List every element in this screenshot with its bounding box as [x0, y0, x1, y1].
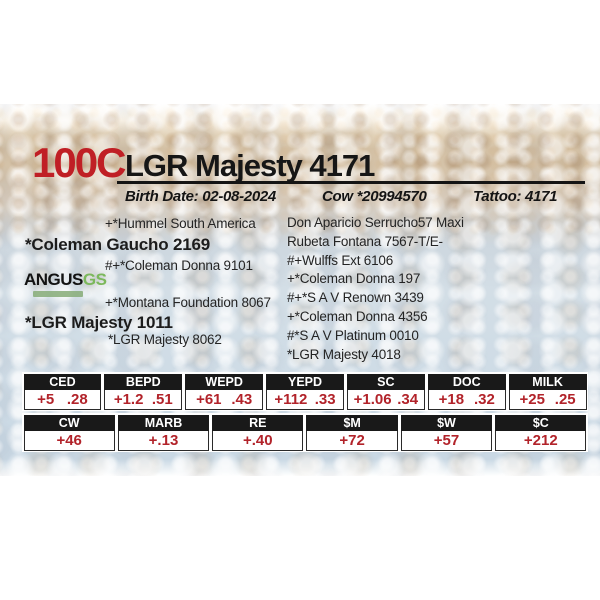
epd-accuracy: .25 — [554, 390, 576, 408]
pedigree-line: *LGR Majesty 4018 — [287, 346, 401, 362]
tattoo-label: Tattoo: 4171 — [473, 188, 558, 205]
pedigree-sire-sire: +*Hummel South America — [105, 216, 256, 231]
epd-value: +61 — [196, 390, 222, 408]
epd-value: +72 — [339, 431, 365, 449]
epd-table-row1: CED +5 .28 BEPD +1.2 .51 WEPD +61 .43 YEPD … — [22, 372, 588, 411]
pedigree-dam: *LGR Majesty 1011 — [25, 313, 173, 332]
pedigree-line: +*Coleman Donna 4356 — [287, 308, 428, 324]
epd-value: +5 — [37, 390, 55, 408]
epd-value: +.13 — [148, 431, 179, 449]
pedigree-dam-sire: +*Montana Foundation 8067 — [105, 295, 271, 310]
epd-col-sc: SC +1.06 .34 — [346, 373, 425, 410]
epd-accuracy: .51 — [151, 390, 173, 408]
pedigree-line: +*Coleman Donna 197 — [287, 271, 421, 287]
pedigree-line: Rubeta Fontana 7567-T/E- — [287, 233, 443, 249]
pedigree-sire-dam: #+*Coleman Donna 9101 — [105, 258, 253, 273]
epd-col-re: RE +.40 — [212, 414, 304, 451]
epd-accuracy: .33 — [314, 390, 336, 408]
title-underline — [117, 181, 585, 184]
angus-gs-logo: ANGUSGS — [24, 270, 107, 297]
epd-header: $C — [495, 414, 587, 431]
epd-header: YEPD — [266, 373, 344, 390]
epd-col-dollar-w: $W +57 — [400, 414, 493, 451]
epd-col-marb: MARB +.13 — [117, 414, 210, 451]
pedigree-sire: *Coleman Gaucho 2169 — [25, 235, 210, 254]
epd-accuracy: .34 — [397, 390, 419, 408]
epd-header: SC — [346, 373, 425, 390]
epd-col-milk: MILK +25 .25 — [508, 373, 587, 410]
birth-date-label: Birth Date: 02-08-2024 — [125, 188, 276, 205]
pedigree-line: #+*S A V Renown 3439 — [287, 290, 424, 306]
epd-value: +1.06 — [353, 390, 392, 408]
angus-logo-text: ANGUS — [24, 270, 83, 289]
epd-header: WEPD — [185, 373, 264, 390]
epd-accuracy: .28 — [66, 390, 88, 408]
epd-value: +212 — [523, 431, 558, 449]
angus-logo-tagline-bar — [33, 291, 83, 297]
epd-header: MILK — [508, 373, 587, 390]
epd-col-ced: CED +5 .28 — [23, 373, 102, 410]
lot-number: 100C — [32, 139, 126, 186]
epd-value: +57 — [433, 431, 460, 449]
epd-value: +112 — [274, 390, 308, 408]
epd-header: BEPD — [104, 373, 183, 390]
epd-col-wepd: WEPD +61 .43 — [185, 373, 264, 410]
pedigree-line: Don Aparicio Serrucho57 Maxi — [287, 215, 464, 230]
epd-value: +46 — [56, 431, 82, 449]
pedigree-line: #*S A V Platinum 0010 — [287, 327, 419, 343]
epd-header: $W — [400, 414, 493, 431]
epd-header: DOC — [427, 373, 506, 390]
epd-value: +25 — [519, 390, 545, 408]
epd-col-bepd: BEPD +1.2 .51 — [104, 373, 183, 410]
epd-value: +.40 — [243, 431, 273, 449]
epd-accuracy: .32 — [473, 390, 495, 408]
epd-col-doc: DOC +18 .32 — [427, 373, 506, 410]
epd-header: CED — [23, 373, 102, 390]
epd-value: +18 — [438, 390, 465, 408]
epd-accuracy: .43 — [231, 390, 253, 408]
pedigree-line: #+Wulffs Ext 6106 — [287, 252, 394, 268]
epd-header: $M — [306, 414, 398, 431]
epd-col-cw: CW +46 — [23, 414, 115, 451]
pedigree-extended-column: Don Aparicio Serrucho57 Maxi Rubeta Font… — [287, 214, 587, 364]
epd-table-row2: CW +46 MARB +.13 RE +.40 $M +72 $W +57 $… — [22, 413, 588, 452]
angus-gs-logo-text: GS — [82, 270, 107, 289]
animal-name-title: LGR Majesty 4171 — [125, 148, 375, 183]
epd-value: +1.2 — [113, 390, 144, 408]
epd-header: RE — [212, 414, 304, 431]
pedigree-dam-dam: *LGR Majesty 8062 — [108, 332, 222, 347]
epd-col-dollar-c: $C +212 — [495, 414, 587, 451]
epd-col-yepd: YEPD +112 .33 — [266, 373, 344, 410]
epd-header: MARB — [117, 414, 210, 431]
epd-col-dollar-m: $M +72 — [306, 414, 398, 451]
cow-registration-label: Cow *20994570 — [322, 188, 427, 205]
epd-header: CW — [23, 414, 115, 431]
